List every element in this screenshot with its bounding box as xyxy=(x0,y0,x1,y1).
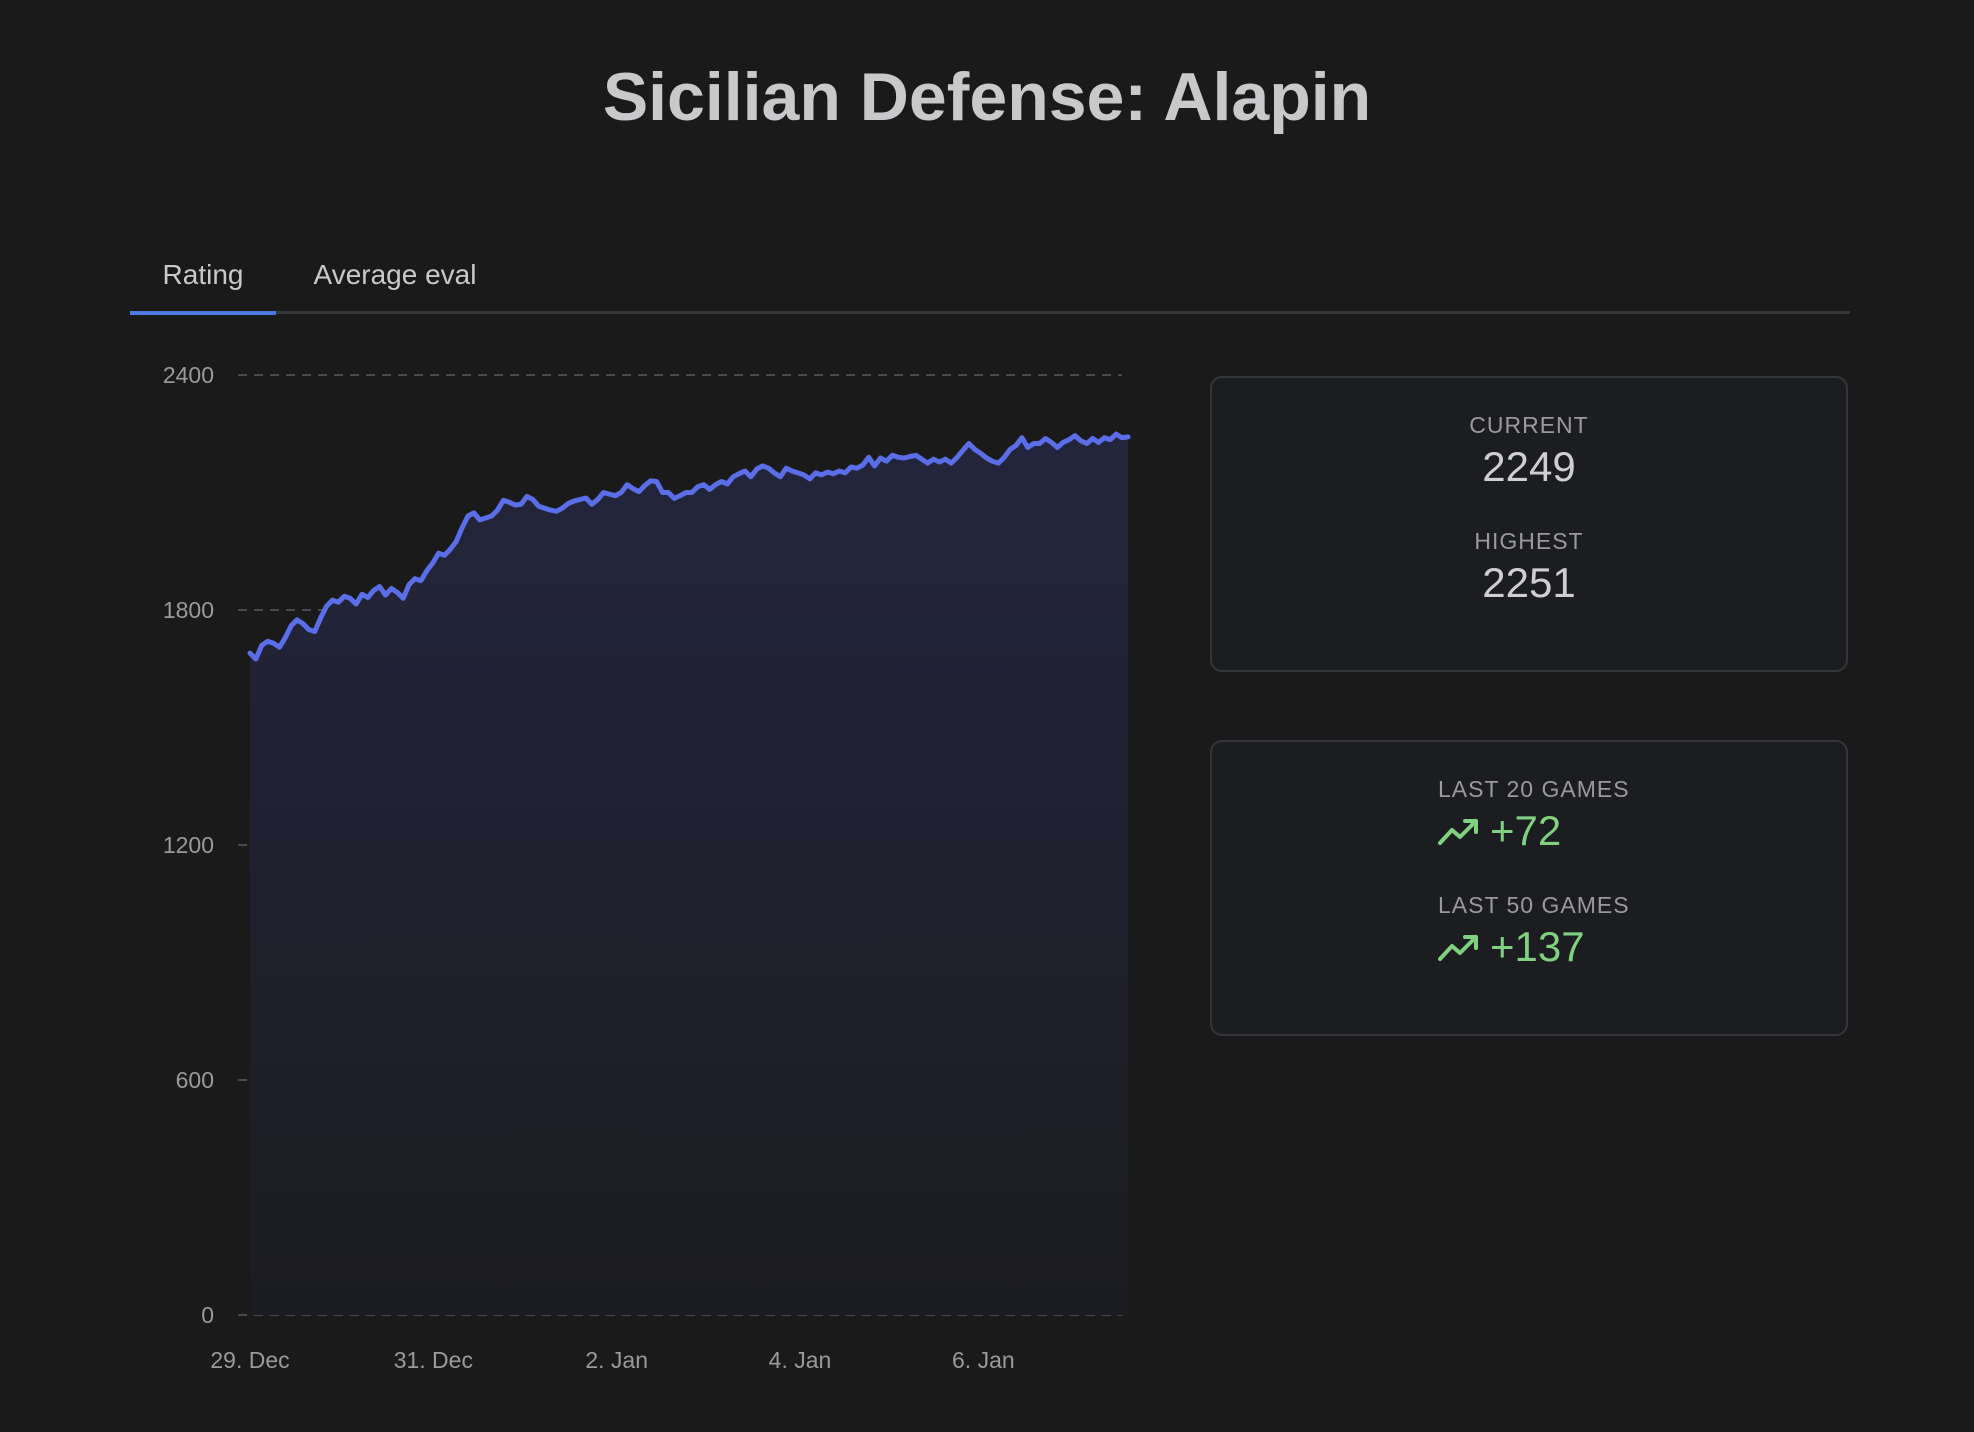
x-tick-label: 2. Jan xyxy=(585,1347,648,1373)
y-tick-label: 1800 xyxy=(163,597,214,623)
y-tick-label: 1200 xyxy=(163,832,214,858)
highest-label: HIGHEST xyxy=(1474,528,1584,554)
last50-label: LAST 50 GAMES xyxy=(1438,892,1630,918)
x-tick-label: 4. Jan xyxy=(769,1347,832,1373)
highest-value: 2251 xyxy=(1482,559,1576,606)
rating-stats-card: CURRENT 2249 HIGHEST 2251 xyxy=(1210,376,1848,672)
x-tick-label: 29. Dec xyxy=(210,1347,289,1373)
page-title: Sicilian Defense: Alapin xyxy=(602,59,1372,135)
last50-stat: LAST 50 GAMES +137 xyxy=(1438,892,1630,971)
trending-up-icon xyxy=(1438,935,1478,961)
rating-line xyxy=(247,431,1131,662)
tab-bar: Rating Average eval xyxy=(130,245,1850,315)
trending-up-icon xyxy=(1438,819,1478,845)
highest-stat: HIGHEST 2251 xyxy=(1212,528,1846,607)
x-tick-label: 31. Dec xyxy=(394,1347,473,1373)
y-tick-label: 2400 xyxy=(163,362,214,388)
current-stat: CURRENT 2249 xyxy=(1212,412,1846,491)
current-label: CURRENT xyxy=(1469,412,1589,438)
rating-chart-svg: 0 600 1200 1800 2400 29. Dec 31. Dec 2. Jan 4. J… xyxy=(163,362,1131,1373)
current-value: 2249 xyxy=(1482,443,1576,490)
x-tick-label: 6. Jan xyxy=(952,1347,1015,1373)
rating-area xyxy=(250,434,1128,1316)
rating-chart: 0 600 1200 1800 2400 29. Dec 31. Dec 2. Jan 4. J… xyxy=(130,340,1150,1390)
last20-value: +72 xyxy=(1490,807,1562,854)
tab-rating[interactable]: Rating xyxy=(130,245,276,315)
y-tick-label: 0 xyxy=(201,1302,214,1328)
last20-stat: LAST 20 GAMES +72 xyxy=(1438,776,1630,855)
last20-label: LAST 20 GAMES xyxy=(1438,776,1630,802)
last50-value: +137 xyxy=(1490,923,1585,970)
tab-average-eval[interactable]: Average eval xyxy=(313,259,477,290)
y-tick-label: 600 xyxy=(176,1067,214,1093)
rating-trend-card: LAST 20 GAMES +72 LAST 50 GAMES +137 xyxy=(1210,740,1848,1036)
